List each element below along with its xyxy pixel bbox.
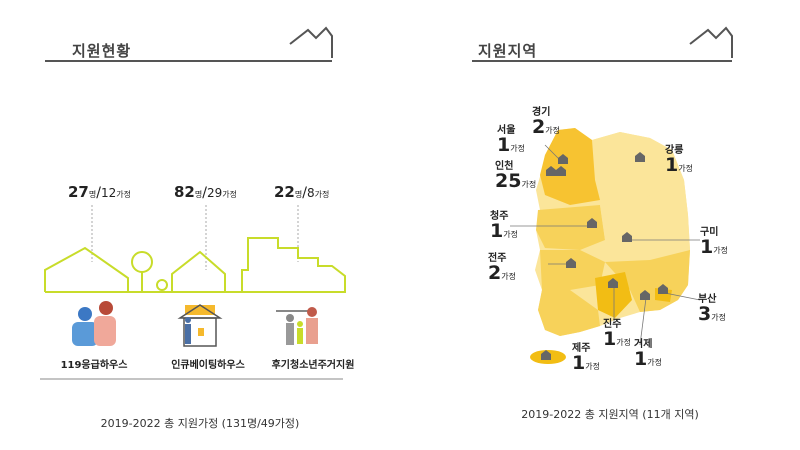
city-unit: 가정 [545, 126, 560, 135]
house-illustration-2 [177, 304, 223, 347]
city-unit: 가정 [616, 338, 631, 347]
stat-persons-unit: 명 [194, 190, 203, 199]
city-unit: 가정 [711, 313, 726, 322]
stat-youth: 22명/8가정 [274, 183, 329, 201]
city-gumi: 구미 1가정 [700, 228, 728, 257]
city-busan: 부산 3가정 [698, 295, 726, 324]
leader-lines [510, 144, 701, 346]
skyline [44, 237, 346, 293]
stat-persons-unit: 명 [294, 190, 303, 199]
stat-families: 12 [100, 186, 117, 200]
city-name: 구미 [700, 227, 719, 238]
city-name: 제주 [572, 343, 591, 354]
city-count: 3 [698, 303, 712, 325]
house-label-119: 119응급하우스 [60, 360, 128, 371]
city-jeonju: 전주 2가정 [488, 254, 516, 283]
city-count: 25 [495, 170, 522, 192]
city-unit: 가정 [521, 180, 537, 189]
city-unit: 가정 [585, 362, 600, 371]
house-illustration-1 [72, 301, 116, 346]
city-geoje: 거제 1가정 [634, 340, 662, 369]
stat-families-unit: 가정 [314, 190, 330, 199]
city-unit: 가정 [503, 230, 518, 239]
city-unit: 가정 [678, 164, 693, 173]
city-count: 1 [665, 154, 679, 176]
stat-persons-unit: 명 [88, 190, 97, 199]
city-count: 1 [572, 352, 586, 374]
city-unit: 가정 [647, 358, 662, 367]
city-unit: 가정 [510, 144, 525, 153]
roof-icon-right [689, 26, 733, 58]
title-underline-right [472, 60, 732, 62]
city-count: 1 [490, 220, 504, 242]
city-count: 1 [700, 236, 714, 258]
city-count: 1 [603, 328, 617, 350]
city-name: 부산 [698, 294, 717, 305]
section-title-support-status: 지원현황 [72, 42, 132, 60]
stat-slash: / [302, 185, 307, 201]
stat-persons: 82 [174, 183, 195, 201]
stat-incubating: 82명/29가정 [174, 183, 237, 201]
caption-left: 2019-2022 총 지원가정 (131명/49가정) [100, 417, 300, 430]
house-label-youth: 후기청소년주거지원 [271, 360, 355, 371]
stat-slash: / [96, 185, 101, 201]
city-cheongju: 청주 1가정 [490, 212, 518, 241]
city-gyeonggi: 경기 2가정 [532, 108, 560, 137]
city-unit: 가정 [501, 272, 516, 281]
city-seoul: 서울 1가정 [497, 126, 525, 155]
city-jeju: 제주 1가정 [572, 344, 600, 373]
caption-right: 2019-2022 총 지원지역 (11개 지역) [521, 408, 699, 421]
city-count: 1 [497, 134, 511, 156]
tree-icon [131, 251, 168, 292]
city-incheon: 인천 25가정 [495, 162, 536, 191]
house-illustration-3 [276, 307, 318, 345]
stat-families-unit: 가정 [116, 190, 131, 199]
stat-families: 8 [306, 186, 315, 200]
map-pins [541, 152, 668, 360]
city-count: 2 [488, 262, 502, 284]
house-label-incubating: 인큐베이팅하우스 [171, 360, 245, 371]
stat-persons: 22 [274, 183, 295, 201]
city-count: 1 [634, 348, 648, 370]
city-name: 경기 [532, 107, 551, 118]
roof-icon-left [289, 26, 333, 58]
city-gangneung: 강릉 1가정 [665, 146, 693, 175]
stat-families: 29 [206, 186, 223, 200]
stat-slash: / [202, 185, 207, 201]
city-name: 청주 [490, 211, 509, 222]
city-name: 서울 [497, 125, 516, 136]
stat-persons: 27 [68, 183, 89, 201]
city-count: 2 [532, 116, 546, 138]
stat-families-unit: 가정 [222, 190, 237, 199]
title-underline-left [45, 60, 332, 62]
stat-119: 27명/12가정 [68, 183, 131, 201]
city-unit: 가정 [713, 246, 728, 255]
city-name: 인천 [495, 161, 514, 172]
city-name: 전주 [488, 253, 507, 264]
section-title-support-regions: 지원지역 [478, 42, 538, 60]
city-name: 진주 [603, 319, 622, 330]
city-name: 거제 [634, 339, 653, 350]
city-name: 강릉 [665, 145, 684, 156]
city-jinju: 진주 1가정 [603, 320, 631, 349]
